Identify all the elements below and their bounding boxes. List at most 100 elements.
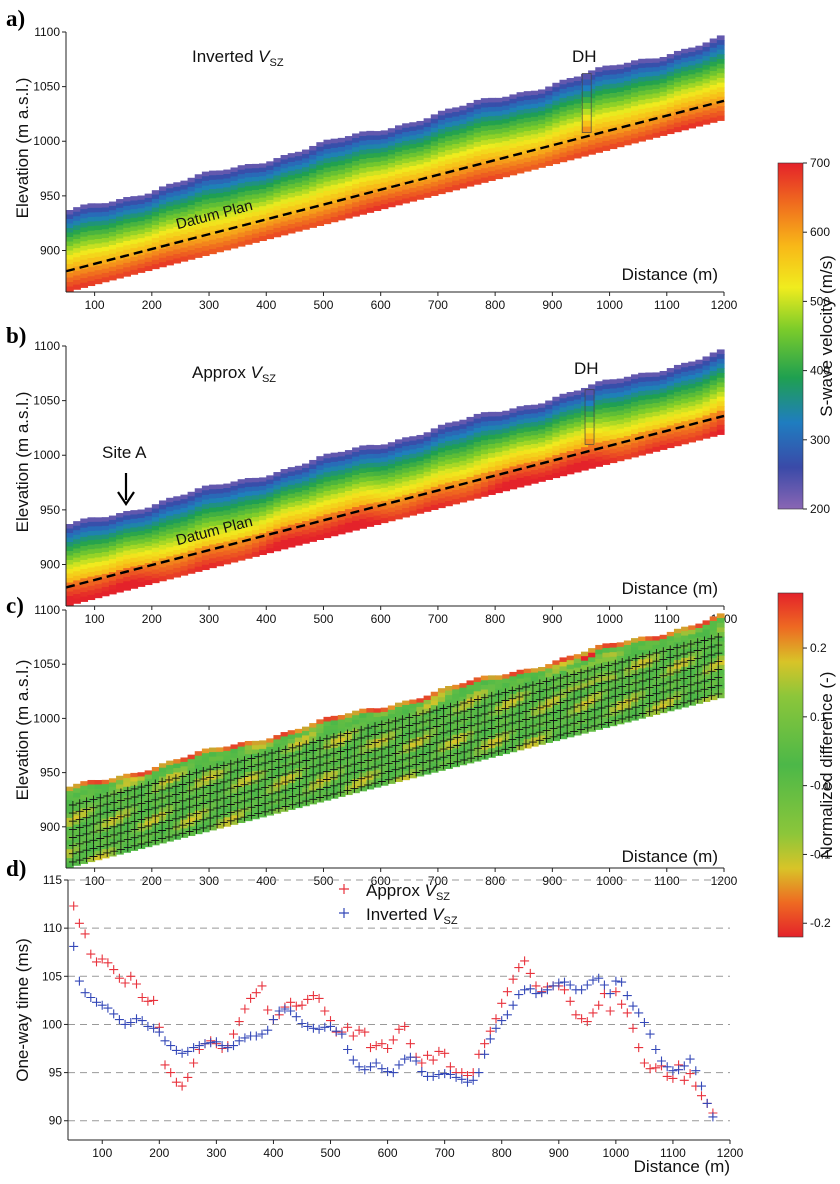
velocity-cell	[437, 156, 446, 162]
velocity-cell	[395, 457, 403, 463]
velocity-cell	[123, 249, 131, 255]
velocity-cell	[402, 512, 410, 518]
difference-cell	[588, 648, 596, 654]
difference-cell	[566, 727, 575, 733]
difference-cell	[530, 689, 539, 695]
velocity-cell	[223, 187, 232, 193]
difference-cell	[123, 817, 131, 823]
velocity-cell	[452, 439, 460, 445]
velocity-cell	[473, 432, 482, 438]
velocity-cell	[523, 104, 532, 110]
difference-cell	[366, 708, 375, 714]
velocity-cell	[502, 101, 511, 107]
difference-cell	[144, 770, 153, 776]
velocity-cell	[230, 194, 239, 200]
velocity-cell	[137, 268, 146, 273]
velocity-cell	[302, 215, 310, 221]
velocity-cell	[244, 504, 253, 510]
velocity-cell	[302, 162, 310, 168]
difference-cell	[108, 791, 117, 797]
difference-cell	[516, 700, 525, 706]
velocity-cell	[652, 416, 661, 422]
velocity-cell	[287, 542, 296, 548]
velocity-cell	[94, 252, 103, 258]
velocity-cell	[487, 162, 496, 168]
difference-cell	[337, 719, 346, 725]
difference-cell	[473, 677, 482, 683]
velocity-cell	[151, 251, 160, 257]
velocity-cell	[294, 217, 303, 223]
velocity-cell	[530, 452, 539, 458]
velocity-cell	[294, 514, 303, 520]
velocity-cell	[352, 447, 360, 453]
difference-cell	[402, 775, 410, 781]
velocity-cell	[573, 99, 582, 105]
velocity-cell	[559, 129, 568, 135]
difference-cell	[244, 776, 253, 782]
velocity-cell	[502, 428, 511, 434]
velocity-cell	[509, 98, 518, 104]
velocity-cell	[673, 432, 682, 438]
velocity-cell	[323, 528, 332, 534]
difference-cell	[187, 808, 196, 814]
velocity-cell	[430, 473, 439, 479]
velocity-cell	[344, 199, 353, 205]
velocity-cell	[502, 459, 511, 465]
difference-cell	[223, 781, 232, 787]
velocity-cell	[344, 518, 353, 524]
velocity-cell	[123, 550, 131, 556]
x-tick-label: 400	[256, 612, 276, 626]
difference-cell	[294, 772, 303, 778]
velocity-cell	[294, 540, 303, 546]
velocity-cell	[409, 449, 418, 455]
velocity-cell	[237, 241, 246, 247]
velocity-cell	[395, 195, 403, 201]
difference-cell	[259, 744, 267, 750]
velocity-cell	[502, 441, 511, 447]
velocity-cell	[287, 507, 296, 513]
velocity-cell	[66, 286, 74, 292]
velocity-cell	[473, 441, 482, 448]
velocity-cell	[137, 242, 146, 248]
velocity-cell	[201, 546, 210, 552]
velocity-cell	[523, 108, 532, 114]
velocity-cell	[137, 513, 146, 519]
velocity-cell	[402, 171, 410, 177]
velocity-cell	[523, 453, 532, 459]
velocity-cell	[216, 170, 224, 176]
difference-cell	[609, 675, 618, 681]
difference-cell	[416, 698, 425, 704]
velocity-cell	[480, 486, 489, 493]
difference-cell	[273, 752, 282, 758]
difference-cell	[659, 643, 668, 649]
velocity-cell	[523, 445, 532, 451]
difference-cell	[158, 798, 167, 804]
velocity-cell	[137, 582, 146, 587]
velocity-cell	[623, 404, 632, 410]
velocity-cell	[502, 419, 511, 425]
difference-cell	[166, 814, 174, 820]
difference-cell	[209, 788, 217, 794]
velocity-cell	[538, 442, 546, 448]
velocity-cell	[423, 184, 432, 190]
velocity-cell	[280, 208, 289, 214]
velocity-cell	[709, 75, 718, 81]
velocity-cell	[395, 151, 403, 157]
velocity-cell	[158, 522, 167, 528]
difference-cell	[623, 676, 632, 682]
difference-cell	[673, 664, 682, 670]
difference-cell	[616, 719, 625, 725]
velocity-cell	[681, 89, 689, 95]
difference-cell	[359, 781, 367, 787]
velocity-cell	[616, 405, 625, 412]
velocity-cell	[323, 514, 332, 520]
velocity-cell	[673, 423, 682, 429]
velocity-cell	[108, 266, 117, 272]
velocity-cell	[316, 146, 325, 153]
velocity-cell	[273, 546, 282, 552]
difference-cell	[588, 721, 596, 728]
velocity-cell	[423, 118, 432, 124]
difference-cell	[66, 831, 74, 837]
velocity-cell	[530, 134, 539, 140]
difference-cell	[201, 753, 210, 759]
